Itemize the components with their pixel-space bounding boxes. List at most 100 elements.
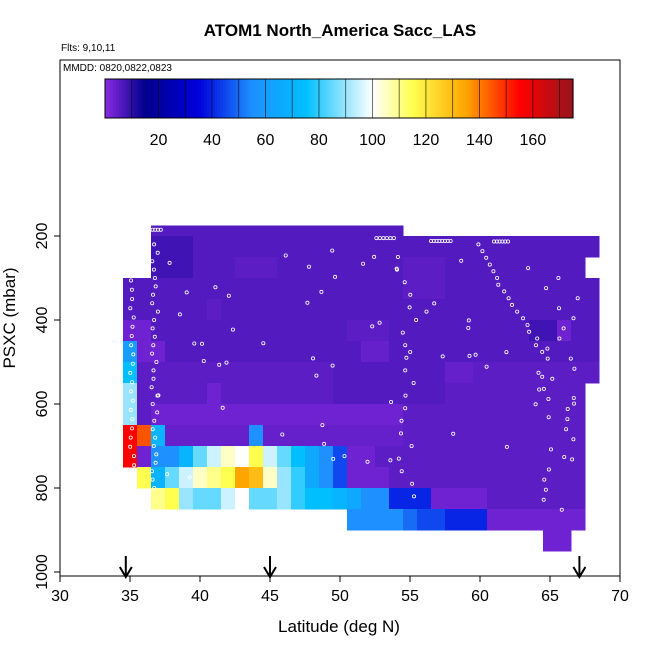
heatmap-cell: [543, 257, 558, 268]
heatmap-cell: [375, 446, 390, 457]
heatmap-cell: [403, 435, 418, 447]
heatmap-cell: [389, 225, 404, 237]
colorbar-segment: [334, 79, 339, 118]
colorbar-segment: [420, 79, 424, 118]
heatmap-cell: [123, 393, 138, 405]
heatmap-cell: [319, 236, 334, 247]
sample-point: [153, 435, 158, 440]
heatmap-cell: [389, 278, 404, 289]
sample-point: [491, 269, 496, 274]
heatmap-cell: [557, 425, 572, 436]
sample-point: [187, 475, 192, 480]
heatmap-cell: [529, 257, 544, 268]
heatmap-cell: [249, 467, 264, 478]
heatmap-cell: [277, 477, 292, 489]
heatmap-cell: [193, 467, 208, 478]
colorbar-segment: [107, 79, 111, 118]
y-tick-label: 400: [34, 307, 51, 334]
sample-point: [283, 253, 288, 258]
colorbar-segment: [554, 79, 558, 118]
heatmap-cell: [221, 225, 236, 237]
heatmap-cell: [235, 341, 250, 352]
heatmap-cell: [403, 404, 418, 415]
heatmap-cell: [403, 477, 418, 489]
colorbar-segment: [193, 79, 197, 118]
heatmap-cell: [137, 425, 152, 436]
sample-point: [388, 458, 393, 463]
heatmap-cell: [193, 456, 208, 468]
heatmap-cell: [319, 278, 334, 289]
sample-point: [568, 356, 573, 361]
heatmap-cell: [137, 330, 152, 342]
heatmap-cell: [291, 341, 306, 352]
heatmap-cell: [221, 330, 236, 342]
heatmap-cell: [263, 456, 278, 468]
heatmap-cell: [501, 488, 516, 499]
heatmap-cell: [529, 393, 544, 405]
heatmap-cell: [235, 477, 250, 489]
heatmap-cell: [165, 372, 180, 384]
colorbar-segment: [294, 79, 299, 118]
heatmap-cell: [487, 299, 502, 310]
heatmap-cell: [529, 362, 544, 373]
colorbar-segment: [447, 79, 451, 118]
heatmap-cell: [277, 467, 292, 478]
colorbar-segment: [548, 79, 553, 118]
sample-point: [150, 301, 155, 306]
sample-point: [128, 472, 133, 477]
heatmap-cell: [375, 288, 390, 300]
heatmap-cell: [473, 393, 488, 405]
heatmap-cell: [291, 320, 306, 331]
heatmap-cell: [431, 330, 446, 342]
heatmap-cell: [165, 225, 180, 237]
sample-point: [432, 301, 437, 306]
sample-point: [156, 393, 161, 398]
heatmap-cell: [179, 330, 194, 342]
sample-point: [305, 300, 310, 305]
heatmap-cell: [375, 267, 390, 279]
heatmap-cell: [543, 288, 558, 300]
heatmap-cell: [571, 299, 586, 310]
sample-point: [546, 415, 551, 420]
heatmap-cell: [403, 383, 418, 394]
sample-point: [131, 315, 136, 320]
heatmap-cell: [431, 246, 446, 258]
heatmap-cell: [291, 372, 306, 384]
heatmap-cell: [123, 372, 138, 384]
heatmap-cell: [529, 477, 544, 489]
colorbar-segment: [479, 79, 483, 118]
heatmap-cell: [207, 236, 222, 247]
heatmap-cell: [263, 435, 278, 447]
sample-point: [220, 405, 225, 410]
sample-point: [399, 469, 404, 474]
heatmap-cell: [235, 372, 250, 384]
heatmap-cell: [543, 278, 558, 289]
heatmap-cell: [165, 299, 180, 310]
heatmap-cell: [585, 299, 600, 310]
heatmap-cell: [473, 372, 488, 384]
heatmap-cell: [403, 278, 418, 289]
colorbar-segment: [236, 79, 240, 118]
heatmap-cell: [333, 320, 348, 331]
heatmap-cell: [305, 278, 320, 289]
sample-point: [424, 309, 429, 314]
heatmap-cell: [375, 425, 390, 436]
heatmap-cell: [557, 372, 572, 384]
colorbar-segment: [228, 79, 232, 118]
y-tick-label: 1000: [34, 554, 51, 590]
sample-point: [484, 364, 489, 369]
sample-point: [402, 280, 407, 285]
heatmap-cell: [179, 404, 194, 415]
heatmap-cell: [347, 488, 362, 499]
colorbar-segment: [329, 79, 333, 118]
heatmap-cell: [291, 477, 306, 489]
heatmap-cell: [459, 330, 474, 342]
colorbar-segment: [556, 79, 561, 118]
heatmap-cell: [557, 341, 572, 352]
heatmap-cell: [543, 330, 558, 342]
sample-point: [542, 477, 547, 482]
heatmap-cell: [207, 414, 222, 426]
heatmap-cell: [347, 477, 362, 489]
heatmap-cell: [333, 246, 348, 258]
heatmap-cell: [165, 351, 180, 363]
